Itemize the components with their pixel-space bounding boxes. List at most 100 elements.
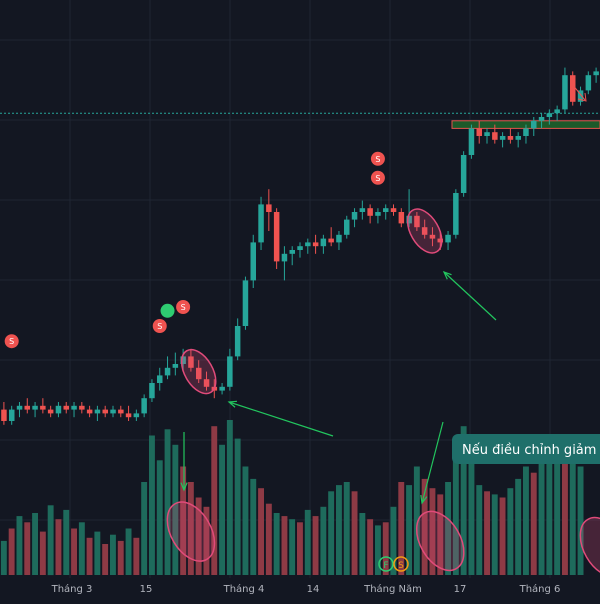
candle-body[interactable]	[437, 238, 444, 243]
candle-body[interactable]	[375, 212, 381, 216]
candle-body[interactable]	[523, 128, 529, 136]
candle-body[interactable]	[367, 208, 373, 216]
candle-body[interactable]	[359, 208, 366, 212]
candle-body[interactable]	[445, 234, 451, 243]
candle-body[interactable]	[492, 132, 498, 140]
candle-body[interactable]	[63, 405, 70, 410]
split-icon[interactable]	[378, 556, 394, 572]
candle-body[interactable]	[32, 405, 38, 410]
volume-bar	[281, 516, 288, 575]
candle-body[interactable]	[250, 242, 257, 281]
candle-body[interactable]	[351, 212, 358, 220]
candle-body[interactable]	[55, 405, 62, 414]
candle-body[interactable]	[312, 242, 319, 247]
dividend-icon[interactable]	[4, 334, 19, 349]
candle-body[interactable]	[16, 405, 23, 410]
volume-bar	[219, 444, 225, 575]
candle-body[interactable]	[203, 379, 210, 387]
candle-body[interactable]	[453, 193, 459, 235]
candle-body[interactable]	[234, 326, 241, 357]
candle-body[interactable]	[47, 409, 54, 414]
candle-body[interactable]	[531, 120, 537, 129]
candle-body[interactable]	[266, 204, 272, 212]
candle-body[interactable]	[196, 367, 202, 380]
candle-body[interactable]	[585, 75, 592, 91]
candle-body[interactable]	[172, 364, 179, 368]
candle-body[interactable]	[468, 128, 475, 155]
candle-body[interactable]	[476, 128, 483, 136]
candle-body[interactable]	[79, 405, 85, 410]
dividend-icon[interactable]	[370, 170, 385, 185]
arrow-to-volume-2	[421, 421, 444, 504]
candle-body[interactable]	[9, 409, 15, 421]
candle-body[interactable]	[71, 405, 77, 410]
candle-body[interactable]	[554, 109, 560, 114]
volume-bar	[328, 491, 335, 575]
candle-body[interactable]	[180, 356, 186, 364]
candle-body[interactable]	[297, 246, 303, 250]
dividend-event-label: S	[398, 561, 404, 571]
candle-body[interactable]	[40, 405, 46, 410]
candle-body[interactable]	[562, 75, 568, 110]
dividend-event-icon[interactable]	[393, 556, 409, 572]
candle-body[interactable]	[406, 215, 412, 224]
candle-body[interactable]	[164, 367, 171, 376]
candle-body[interactable]	[577, 90, 584, 102]
candle-body[interactable]	[94, 409, 101, 414]
volume-bar	[304, 509, 311, 575]
candle-body[interactable]	[24, 405, 31, 410]
candle-body[interactable]	[110, 409, 116, 414]
candle-body[interactable]	[118, 409, 124, 414]
candle-body[interactable]	[289, 250, 296, 254]
candle-body[interactable]	[538, 117, 545, 121]
volume-bar	[78, 522, 85, 575]
candle-body[interactable]	[499, 136, 506, 140]
candle-body[interactable]	[398, 212, 405, 224]
volume-bar	[86, 537, 93, 575]
candle-body[interactable]	[593, 71, 599, 76]
volume-bar	[211, 426, 218, 575]
candle-body[interactable]	[507, 136, 514, 140]
candle-body[interactable]	[1, 409, 7, 421]
dividend-icon[interactable]	[370, 151, 385, 166]
arrow-to-pullback-1	[228, 401, 334, 437]
candle-body[interactable]	[188, 356, 194, 368]
candle-body[interactable]	[344, 219, 350, 235]
candle-body[interactable]	[273, 212, 280, 262]
dividend-icon[interactable]	[176, 300, 191, 314]
candle-body[interactable]	[149, 383, 155, 399]
candle-body[interactable]	[258, 204, 264, 243]
candle-body[interactable]	[421, 227, 428, 235]
candle-body[interactable]	[515, 136, 522, 140]
candle-body[interactable]	[320, 238, 327, 247]
candle-body[interactable]	[219, 386, 225, 391]
candle-body[interactable]	[281, 253, 288, 262]
candle-body[interactable]	[125, 413, 132, 418]
volume-bar	[265, 503, 272, 575]
candle-body[interactable]	[484, 132, 490, 136]
earnings-icon[interactable]	[160, 303, 175, 318]
dividend-icon[interactable]	[152, 319, 167, 333]
candle-body[interactable]	[390, 208, 397, 212]
volume-highlight-ellipse	[166, 501, 216, 562]
candle-body[interactable]	[429, 234, 436, 239]
candle-body[interactable]	[570, 75, 576, 102]
candle-body[interactable]	[157, 375, 163, 383]
candle-body[interactable]	[86, 409, 93, 414]
candle-body[interactable]	[141, 398, 147, 414]
candle-body[interactable]	[546, 113, 553, 117]
candle-body[interactable]	[133, 413, 140, 418]
candle-body[interactable]	[336, 234, 342, 243]
volume-bar	[234, 438, 241, 575]
volume-bar	[164, 429, 171, 575]
candle-body[interactable]	[328, 238, 334, 243]
candle-body[interactable]	[227, 356, 233, 387]
candle-body[interactable]	[102, 409, 109, 414]
candle-body[interactable]	[242, 280, 249, 326]
candle-body[interactable]	[383, 208, 389, 212]
candle-body[interactable]	[460, 155, 467, 193]
candle-body[interactable]	[305, 242, 311, 247]
candle-body[interactable]	[414, 215, 420, 228]
